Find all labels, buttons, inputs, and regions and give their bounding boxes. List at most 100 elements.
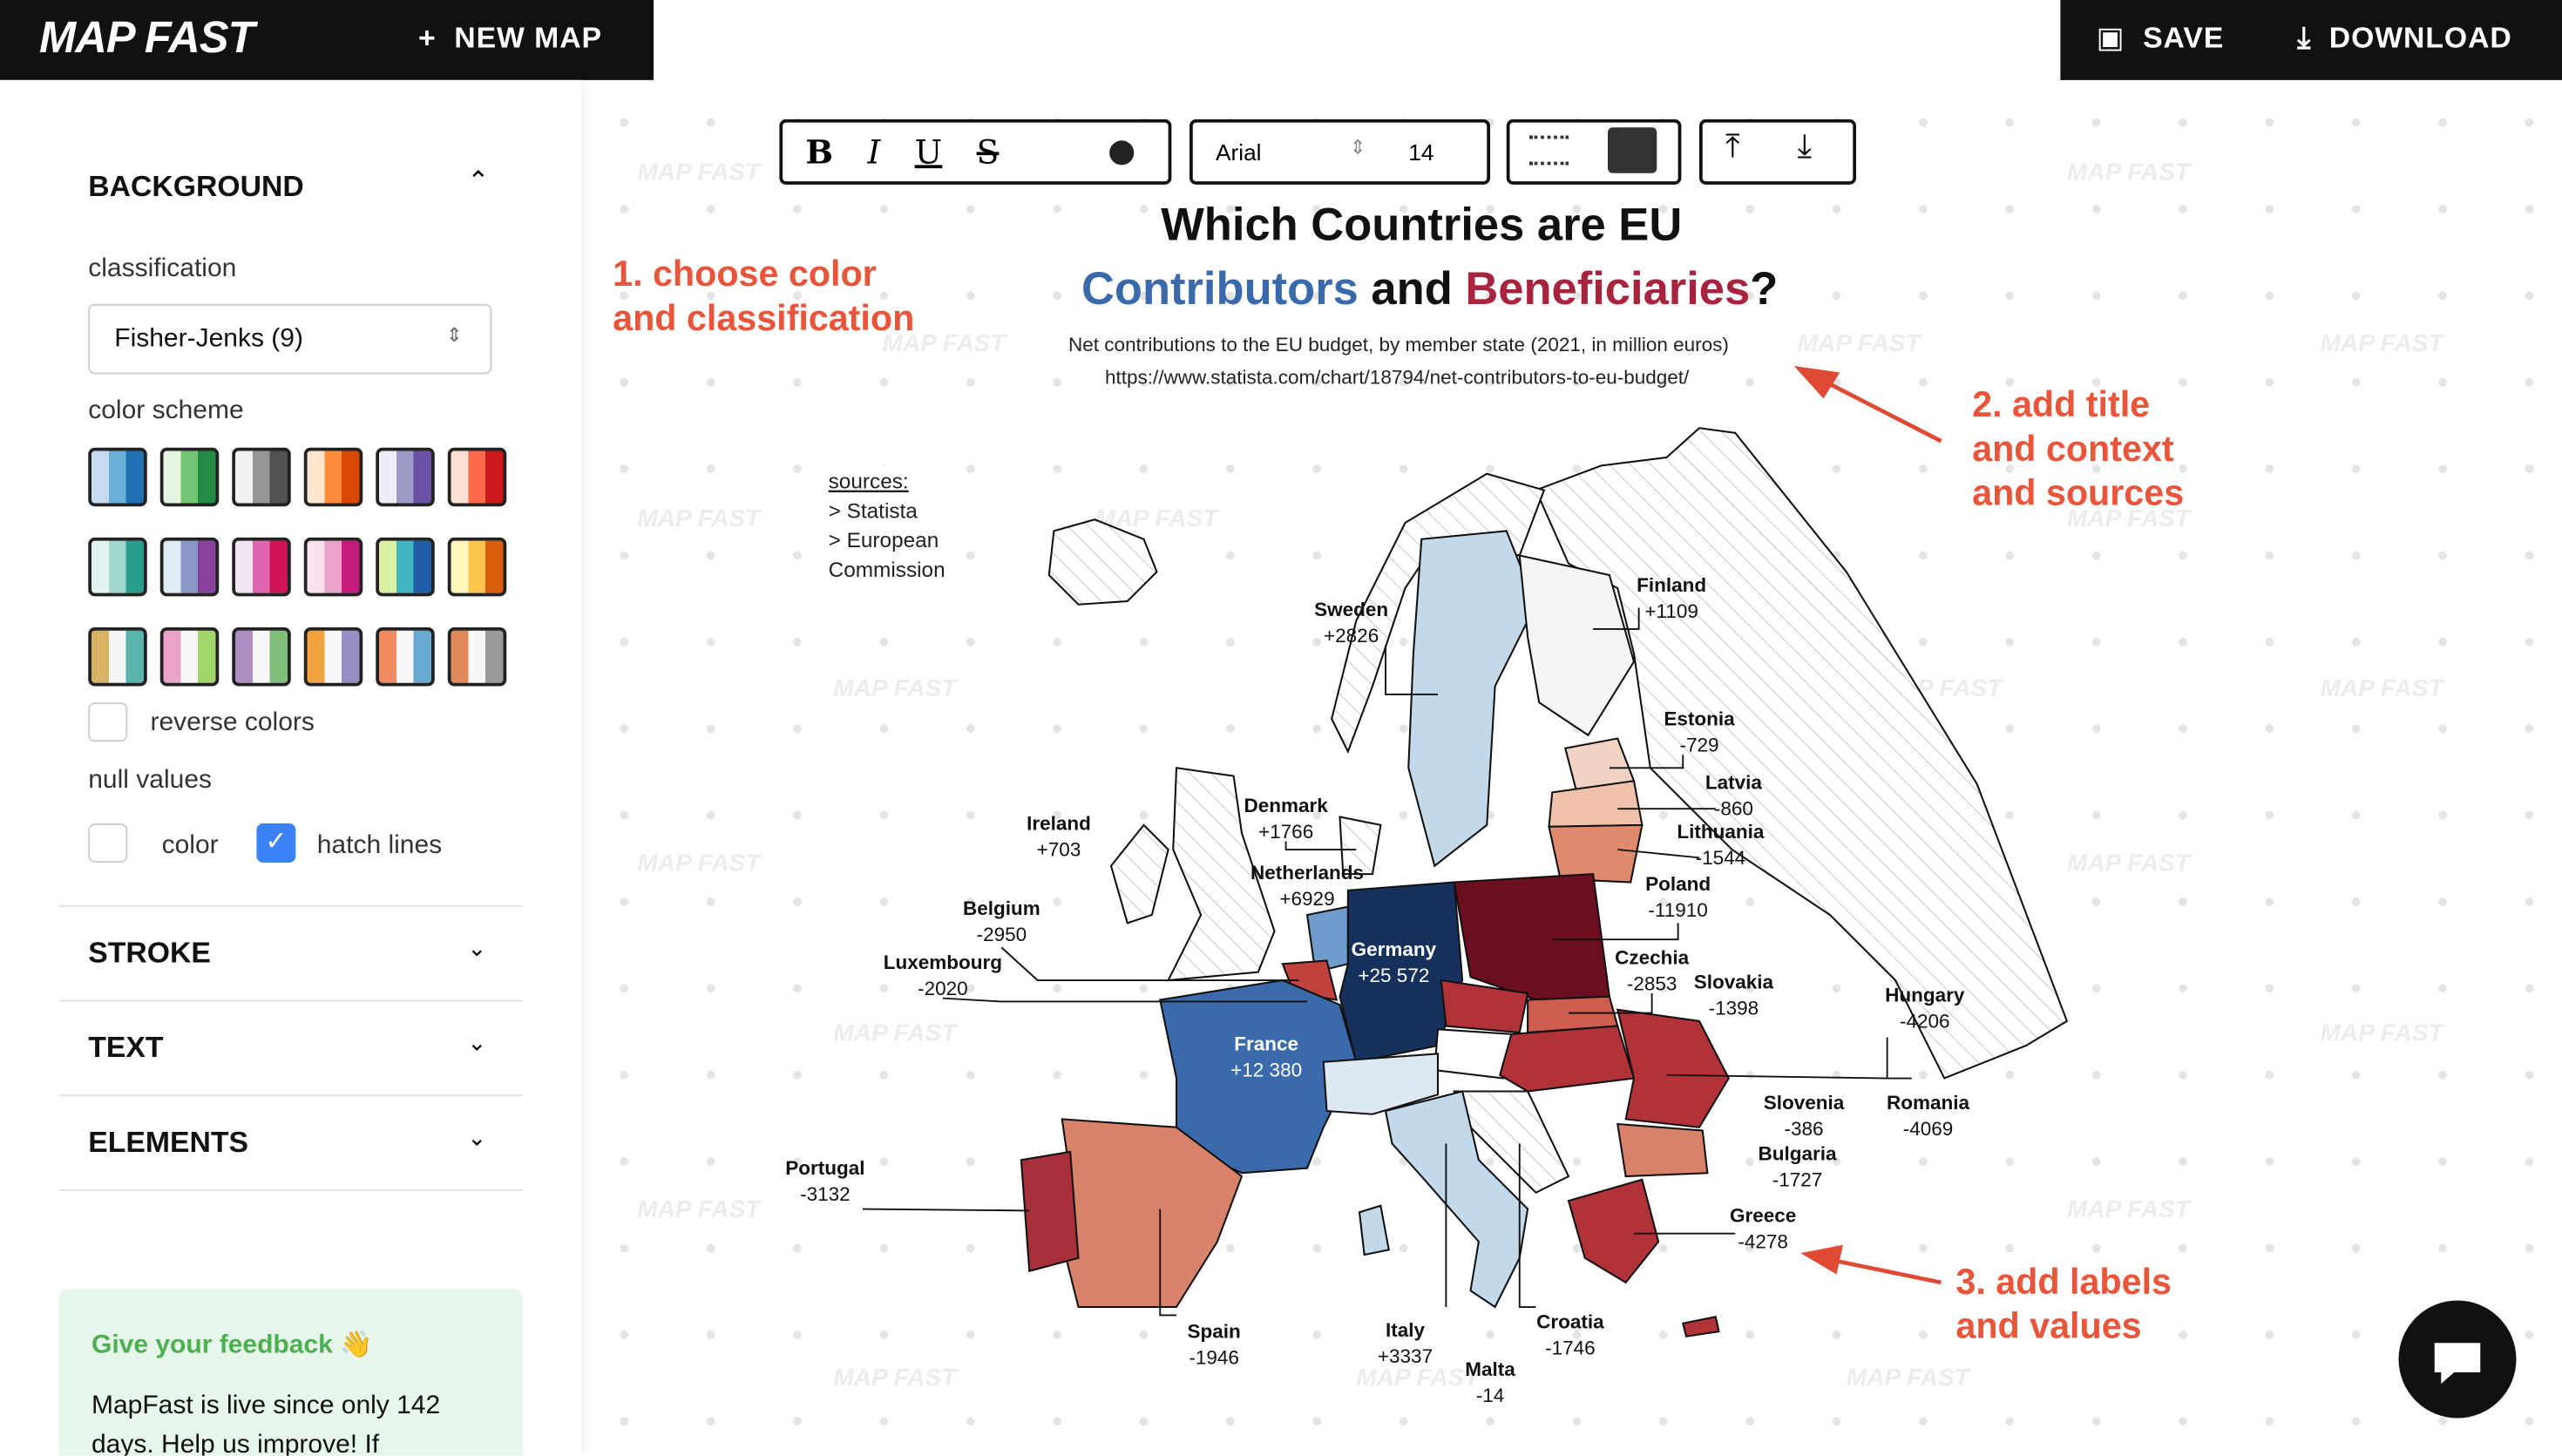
country-name: France [1234,1033,1298,1055]
watermark: MAP FAST [2067,1195,2193,1222]
country-value: -1544 [1696,847,1746,869]
hatch-label: hatch lines [317,831,442,861]
color-scheme-label: color scheme [88,397,243,427]
color-swatch[interactable] [88,448,147,507]
format-button[interactable]: S [977,132,1000,172]
watermark: MAP FAST [637,505,762,532]
download-button[interactable]: ⤓ DOWNLOAD [2297,21,2511,55]
color-swatch[interactable] [376,538,435,597]
country-value: +12 380 [1230,1060,1302,1081]
chat-icon [2399,1301,2517,1419]
country-name: Germany [1352,938,1437,960]
color-swatch[interactable] [232,448,291,507]
classification-value: Fisher-Jenks (9) [114,325,303,355]
watermark: MAP FAST [2321,1019,2446,1046]
watermark: MAP FAST [1798,329,1923,356]
color-swatch[interactable] [448,538,507,597]
section-header[interactable]: TEXT [88,1031,163,1065]
logo[interactable]: MAP FAST [39,13,254,64]
country-name: Luxembourg [884,951,1002,973]
top-right-bar: ▣ SAVE ⤓ DOWNLOAD [2060,0,2562,80]
format-button[interactable]: B [805,132,833,172]
watermark: MAP FAST [2067,849,2193,876]
country-name: Austria [1445,1034,1496,1051]
hatch-checkbox[interactable]: ✓ [256,823,295,863]
color-swatch[interactable] [376,627,435,687]
color-dot[interactable] [1109,140,1134,165]
country-value: -3132 [800,1183,851,1205]
annotation: and sources [1972,472,2184,512]
expand-icon[interactable]: ⌄ [467,935,486,963]
font-select[interactable]: Arial [1216,139,1262,165]
country-value: -2020 [918,978,968,999]
color-swatch[interactable] [448,448,507,507]
classification-select[interactable]: Fisher-Jenks (9) ⇕ [88,304,491,375]
expand-icon[interactable]: ⌄ [467,1029,486,1057]
country-value: +25 572 [1358,965,1429,986]
bring-front[interactable]: ⤒ [1725,129,1740,166]
country-name: Slovenia [1764,1092,1845,1114]
watermark: MAP FAST [637,158,762,185]
annotation: and context [1972,429,2174,469]
country-name: Italy [1386,1319,1426,1341]
annotation: 1. choose color [613,254,877,294]
watermark: MAP FAST [1356,1364,1481,1391]
section-divider [59,1000,524,1002]
null-color-label: color [162,831,219,861]
download-label: DOWNLOAD [2329,21,2512,54]
feedback-line: MapFast is live since only 142 [92,1387,440,1426]
chat-button[interactable] [2399,1301,2517,1419]
country-name: Hungary [1885,984,1965,1006]
style-toolbar [1507,119,1682,185]
country-value: -860 [1714,798,1753,820]
country-value: -1746 [1545,1337,1596,1358]
color-swatch[interactable] [376,448,435,507]
format-button[interactable]: I [867,132,880,172]
color-swatch[interactable] [232,627,291,687]
color-swatch[interactable] [88,627,147,687]
format-button[interactable]: U [915,132,943,172]
country-value: -1727 [1772,1168,1823,1190]
country-name: Greece [1730,1205,1796,1227]
country-name: Spain [1187,1321,1240,1343]
section-divider [59,905,524,907]
sidebar: BACKGROUND ⌃ classification Fisher-Jenks… [0,80,582,1456]
color-swatch[interactable] [160,448,220,507]
null-color-checkbox[interactable] [88,823,127,863]
reverse-checkbox[interactable] [88,702,127,742]
collapse-icon[interactable]: ⌃ [467,165,489,198]
line-style[interactable] [1529,136,1569,166]
country-value: -4069 [1903,1118,1954,1140]
send-back[interactable]: ⤓ [1798,129,1813,166]
color-swatch[interactable] [160,538,220,597]
save-button[interactable]: ▣ SAVE [2097,21,2225,55]
color-swatch[interactable] [304,627,363,687]
country-name: Slovakia [1694,971,1774,992]
color-swatch[interactable] [88,538,147,597]
color-swatch[interactable] [232,538,291,597]
country-name: Czechia [1615,946,1690,968]
font-size[interactable]: 14 [1408,139,1434,165]
fill-color[interactable] [1608,127,1657,173]
title-part: Contributors [1081,263,1359,315]
map-canvas: MAP FAST MAP FAST MAP FAST MAP FAST MAP FAST… [582,80,2562,1456]
country-name: Denmark [1244,795,1328,816]
source-line: sources: [829,471,909,494]
country-name: Finland [1637,574,1706,596]
color-swatch[interactable] [304,448,363,507]
country-name: Estonia [1664,708,1735,730]
color-swatch[interactable] [448,627,507,687]
country-value: -4206 [1900,1010,1950,1032]
feedback-title: Give your feedback 👋 [92,1328,372,1361]
expand-icon[interactable]: ⌄ [467,1124,486,1152]
color-swatch[interactable] [304,538,363,597]
watermark: MAP FAST [1847,1364,1972,1391]
background-header[interactable]: BACKGROUND [88,170,304,204]
new-map-button[interactable]: + NEW MAP [418,21,602,55]
section-header[interactable]: STROKE [88,936,211,970]
country-value: +3337 [1378,1345,1433,1367]
section-header[interactable]: ELEMENTS [88,1126,248,1160]
color-swatch[interactable] [160,627,220,687]
